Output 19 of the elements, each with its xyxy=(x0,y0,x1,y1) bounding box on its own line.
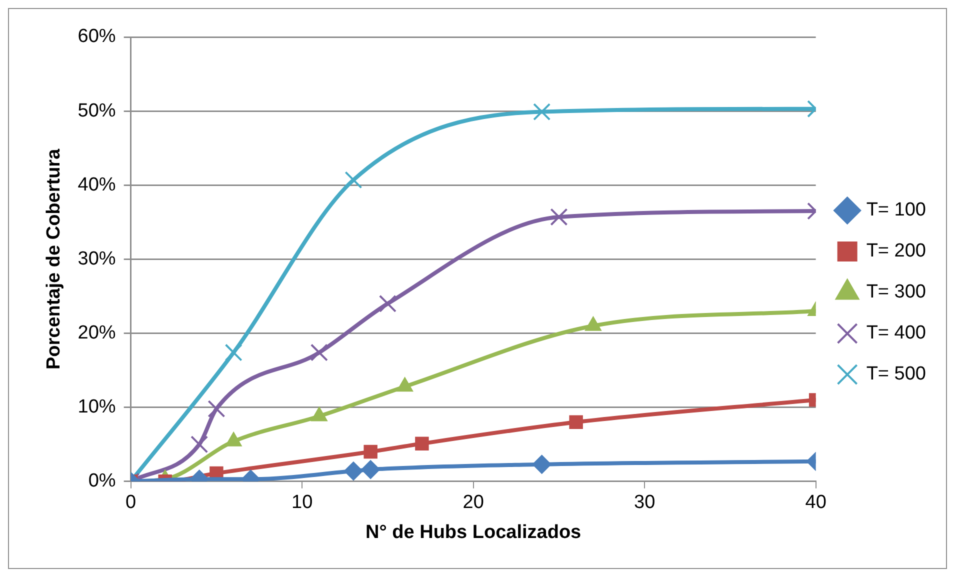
y-axis-title: Porcentaje de Cobertura xyxy=(44,148,65,370)
x-tick-label: 10 xyxy=(292,492,313,514)
y-tick-label: 0% xyxy=(88,470,116,492)
x-tick-label: 40 xyxy=(805,492,826,514)
y-tick-label: 60% xyxy=(78,26,116,48)
x-tick-label: 20 xyxy=(462,492,484,514)
y-tick-label: 20% xyxy=(78,322,116,344)
x-tick-label: 0 xyxy=(126,492,136,514)
legend-label: T= 400 xyxy=(866,322,926,344)
legend-label: T= 100 xyxy=(866,200,926,221)
x-tick-label: 30 xyxy=(634,492,656,514)
y-tick-label: 40% xyxy=(78,174,116,196)
y-tick-label: 10% xyxy=(78,396,116,418)
y-tick-label: 50% xyxy=(78,100,116,122)
y-tick-label: 30% xyxy=(78,248,116,270)
legend-label: T= 500 xyxy=(866,364,926,385)
x-axis-title: N° de Hubs Localizados xyxy=(366,522,582,543)
legend-label: T= 300 xyxy=(866,282,926,303)
legend-label: T= 200 xyxy=(866,240,926,262)
